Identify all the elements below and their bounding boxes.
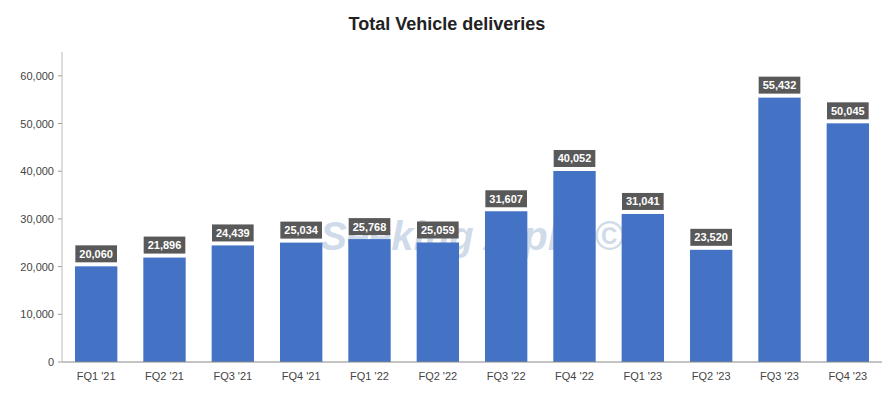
- data-label: 40,052: [558, 152, 592, 164]
- bar: [75, 266, 117, 362]
- y-tick: [58, 218, 62, 219]
- x-tick-label: FQ1 '21: [77, 370, 116, 382]
- bar: [553, 171, 595, 362]
- x-axis-line: [62, 362, 882, 363]
- y-tick-label: 30,000: [20, 213, 54, 225]
- data-label-box: [417, 221, 459, 238]
- y-tick: [58, 314, 62, 315]
- bar: [758, 98, 800, 362]
- data-label-box: [280, 222, 322, 239]
- x-tick-label: FQ3 '22: [487, 370, 526, 382]
- bar: [280, 243, 322, 362]
- data-label-group: 50,045: [827, 102, 869, 119]
- data-label: 50,045: [831, 105, 865, 117]
- bar: [485, 211, 527, 362]
- bar: [690, 250, 732, 362]
- y-tick-label: 0: [48, 356, 54, 368]
- x-tick-label: FQ1 '22: [350, 370, 389, 382]
- bar: [417, 242, 459, 362]
- y-tick: [58, 266, 62, 267]
- data-label: 23,520: [694, 231, 728, 243]
- data-label-group: 40,052: [554, 150, 596, 167]
- y-tick: [58, 75, 62, 76]
- data-label: 25,768: [353, 221, 387, 233]
- x-tick-label: FQ4 '22: [555, 370, 594, 382]
- y-tick-label: 60,000: [20, 70, 54, 82]
- data-label-group: 25,059: [417, 221, 459, 238]
- y-tick: [58, 123, 62, 124]
- data-label-box: [554, 150, 596, 167]
- data-label-box: [622, 193, 664, 210]
- bar: [143, 258, 185, 362]
- bar: [212, 245, 254, 362]
- data-label-box: [485, 190, 527, 207]
- y-axis-line: [62, 52, 63, 362]
- data-label-box: [690, 229, 732, 246]
- data-label: 31,607: [489, 193, 523, 205]
- x-tick-label: FQ2 '21: [145, 370, 184, 382]
- data-label-box: [212, 224, 254, 241]
- data-label-box: [349, 218, 391, 235]
- bars: [75, 98, 869, 362]
- x-tick-label: FQ2 '22: [418, 370, 457, 382]
- x-tick-label: FQ3 '23: [760, 370, 799, 382]
- bar: [827, 123, 869, 362]
- data-label: 25,059: [421, 224, 455, 236]
- data-label: 24,439: [216, 227, 250, 239]
- data-label: 20,060: [79, 248, 113, 260]
- data-label-group: 21,896: [144, 237, 186, 254]
- x-tick-label: FQ4 '21: [282, 370, 321, 382]
- data-label-group: 25,768: [349, 218, 391, 235]
- data-label: 25,034: [284, 224, 319, 236]
- data-label-group: 24,439: [212, 224, 254, 241]
- title: Total Vehicle deliveries: [349, 14, 546, 34]
- data-label-box: [827, 102, 869, 119]
- data-label: 55,432: [763, 79, 797, 91]
- y-tick-label: 20,000: [20, 261, 54, 273]
- chart: Total Vehicle deliveries 0 10,000 20,000 30,…: [0, 0, 894, 396]
- data-label-group: 23,520: [690, 229, 732, 246]
- data-label-group: 31,041: [622, 193, 664, 210]
- data-label: 31,041: [626, 195, 660, 207]
- x-tick-label: FQ2 '23: [692, 370, 731, 382]
- y-tick-label: 50,000: [20, 118, 54, 130]
- data-label: 21,896: [148, 239, 182, 251]
- data-label-group: 55,432: [759, 77, 801, 94]
- y-tick: [58, 171, 62, 172]
- data-label-group: 20,060: [75, 245, 117, 262]
- data-label-box: [75, 245, 117, 262]
- x-tick-label: FQ3 '21: [213, 370, 252, 382]
- data-label-box: [759, 77, 801, 94]
- y-tick: [58, 362, 62, 363]
- bar: [622, 214, 664, 362]
- y-tick-label: 40,000: [20, 165, 54, 177]
- bar: [348, 239, 390, 362]
- x-tick-label: FQ4 '23: [828, 370, 867, 382]
- data-label-group: 25,034: [280, 222, 322, 239]
- data-label-box: [144, 237, 186, 254]
- data-label-group: 31,607: [485, 190, 527, 207]
- x-tick-label: FQ1 '23: [623, 370, 662, 382]
- y-tick-label: 10,000: [20, 308, 54, 320]
